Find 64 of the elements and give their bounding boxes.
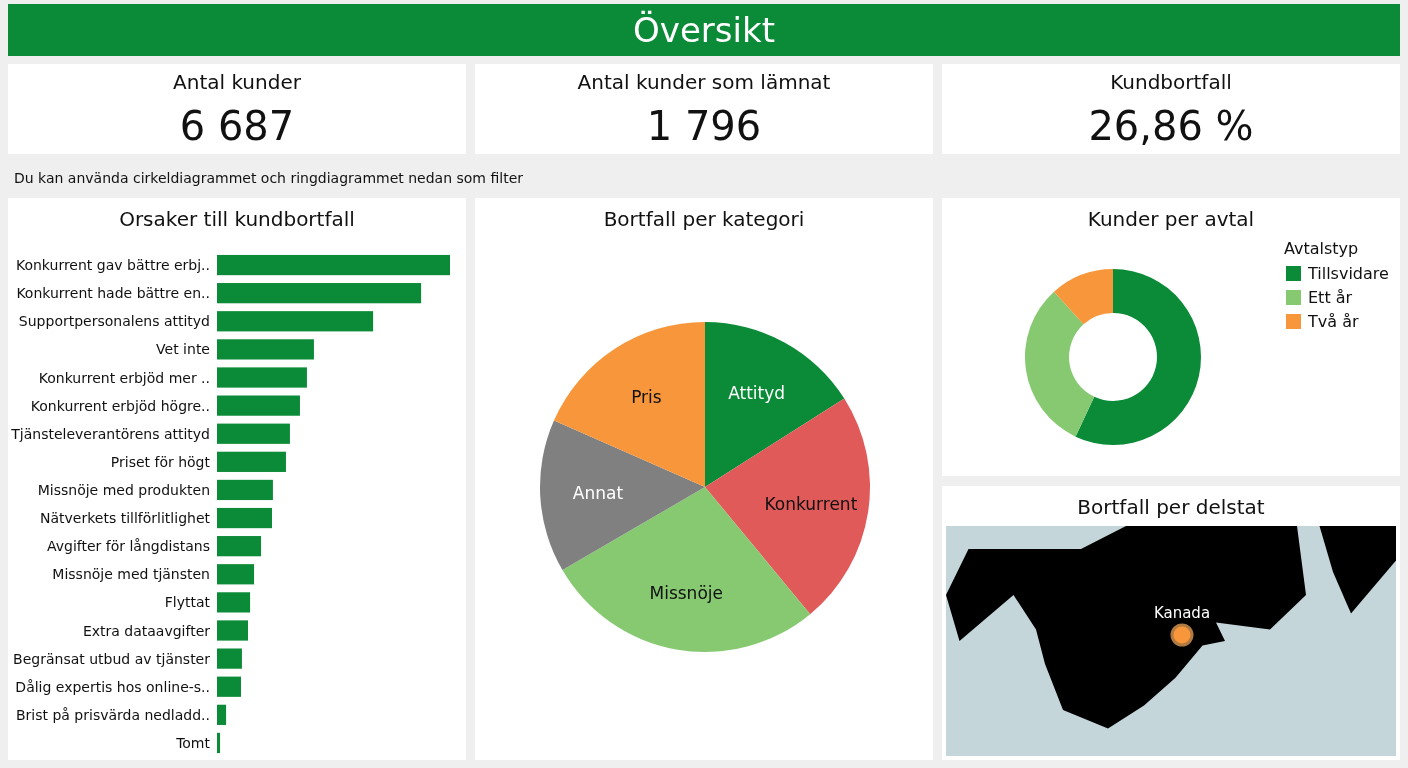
- pie-slice: [705, 322, 845, 487]
- bar: [217, 395, 300, 416]
- slice-label: Pris: [631, 387, 662, 408]
- bar: [217, 592, 251, 613]
- bar: [217, 423, 290, 444]
- chart-title: Orsaker till kundbortfall: [119, 207, 355, 231]
- chart-title: Bortfall per kategori: [603, 207, 805, 231]
- y-tick-label: Avgifter för långdistans: [46, 538, 210, 555]
- bar: [217, 283, 422, 304]
- pie-slice: [553, 322, 705, 487]
- y-tick-label: Flyttat: [164, 594, 211, 611]
- y-tick-label: Missnöje med tjänsten: [52, 566, 210, 583]
- text: 1 796: [646, 103, 762, 149]
- y-tick-label: Tjänsteleverantörens attityd: [10, 425, 210, 442]
- chart-title: Kunder per avtal: [1087, 207, 1255, 231]
- bar: [217, 704, 227, 725]
- text: Kanada: [1153, 604, 1211, 622]
- y-tick-label: Vet inte: [156, 341, 210, 358]
- y-tick-label: Nätverkets tillförlitlighet: [40, 510, 211, 527]
- y-tick-label: Supportpersonalens attityd: [18, 313, 210, 330]
- slice-label: Missnöje: [649, 582, 723, 603]
- bar: [217, 536, 262, 557]
- slice-label: Attityd: [728, 383, 786, 404]
- y-tick-label: Konkurrent erbjöd mer ..: [38, 369, 210, 386]
- slice-label: Annat: [572, 483, 624, 504]
- pie-slice: [540, 420, 705, 571]
- text: Översikt: [633, 10, 775, 50]
- y-tick-label: Missnöje med produkten: [37, 481, 210, 498]
- bar: [217, 451, 286, 472]
- text: Bortfall per delstat: [1077, 495, 1265, 519]
- y-tick-label: Konkurrent erbjöd högre..: [30, 397, 210, 414]
- y-tick-label: Priset för högt: [110, 453, 211, 470]
- bar: [217, 367, 307, 388]
- y-tick-label: Konkurrent gav bättre erbj..: [15, 257, 210, 274]
- y-tick-label: Dålig expertis hos online-s..: [15, 678, 210, 695]
- bar: [217, 648, 242, 669]
- bar: [217, 339, 314, 360]
- legend-label: Ett år: [1308, 288, 1353, 307]
- bar: [217, 676, 241, 697]
- donut-slice: [1075, 269, 1201, 445]
- y-tick-label: Konkurrent hade bättre en..: [16, 285, 210, 302]
- text: 6 687: [179, 103, 295, 149]
- bar: [217, 479, 273, 501]
- bar: [217, 507, 272, 529]
- legend-label: Två år: [1307, 312, 1359, 331]
- text: 26,86 %: [1088, 103, 1254, 149]
- bar: [217, 564, 255, 585]
- bar: [217, 254, 450, 276]
- legend-title: Avtalstyp: [1284, 239, 1359, 258]
- y-tick-label: Extra dataavgifter: [82, 622, 211, 639]
- text: Antal kunder som lämnat: [577, 70, 831, 94]
- slice-label: Konkurrent: [764, 493, 858, 514]
- bar: [217, 732, 221, 754]
- text: Du kan använda cirkeldiagrammet och ringdiagrammet nedan som filter: [14, 170, 524, 186]
- donut-slice: [1025, 291, 1095, 437]
- text: Antal kunder: [173, 70, 302, 94]
- text: Kundbortfall: [1110, 70, 1232, 94]
- bar: [217, 620, 248, 641]
- legend-label: Tillsvidare: [1307, 264, 1389, 283]
- y-tick-label: Brist på prisvärda nedladd..: [15, 706, 210, 723]
- y-tick-label: Begränsat utbud av tjänster: [13, 650, 211, 667]
- bar: [217, 311, 374, 332]
- y-tick-label: Tomt: [175, 734, 211, 751]
- donut-slice: [1053, 269, 1113, 325]
